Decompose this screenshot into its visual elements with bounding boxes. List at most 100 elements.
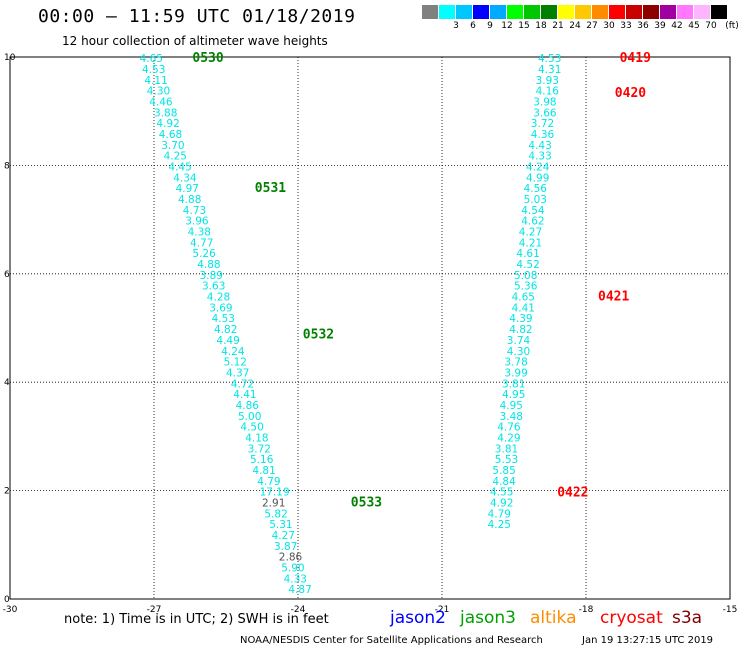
data-point-label: 4.86 [236,400,260,412]
data-point-label: 4.41 [512,302,535,314]
data-point-label: 4.27 [519,227,542,239]
legend-label: 27 [586,21,598,31]
data-point-label: 4.99 [526,172,549,184]
legend-label: 21 [552,21,564,31]
data-point-label: 3.66 [533,107,557,119]
data-point-label: 4.81 [252,465,275,477]
data-point-label: 4.76 [497,422,521,434]
x-tick-label: -24 [291,605,306,615]
y-tick-label: 0 [4,595,10,605]
data-point-label: 3.81 [502,378,525,390]
data-point-label: 4.88 [197,259,220,271]
data-point-label: 3.48 [500,411,523,423]
data-point-label: 5.53 [495,454,518,466]
data-point-label: 4.79 [488,508,511,520]
data-point-label: 4.37 [226,367,249,379]
data-point-label: 4.54 [521,205,545,217]
data-point-label: 4.73 [183,205,206,217]
time-label: 0533 [351,495,382,510]
legend-label: 24 [569,21,581,31]
time-label: 0422 [557,486,588,501]
data-point-label: 5.08 [514,270,537,282]
legend-swatch [490,5,506,19]
legend-swatch [626,5,642,19]
data-point-label: 3.72 [531,118,554,130]
time-label: 0530 [192,51,223,66]
data-point-label: 3.72 [248,443,271,455]
data-point-label: 5.85 [492,465,515,477]
data-point-label: 3.74 [507,335,531,347]
data-point-label: 3.69 [209,302,232,314]
legend-swatch [473,5,489,19]
x-tick-label: -27 [147,605,162,615]
data-point-label: 4.46 [149,96,173,108]
time-label: 0532 [303,327,334,342]
data-point-label: 5.16 [250,454,274,466]
y-tick-label: 4 [4,378,10,388]
data-point-label: 4.84 [492,476,516,488]
data-point-label: 4.41 [233,389,256,401]
legend-swatch [660,5,676,19]
data-point-label: 3.63 [202,281,225,293]
data-point-label: 4.27 [272,530,295,542]
time-label: 0421 [598,289,629,304]
legend-label: 6 [470,21,476,31]
data-point-label: 3.96 [185,216,209,228]
legend-label: 39 [654,21,666,31]
data-point-label: 3.87 [274,541,297,553]
legend-swatch [541,5,557,19]
note-text: note: 1) Time is in UTC; 2) SWH is in fe… [64,612,329,627]
data-point-label: 4.68 [159,129,182,141]
data-point-label: 4.16 [536,86,560,98]
data-point-label: 3.81 [495,443,518,455]
data-point-label: 3.98 [533,96,556,108]
legend-swatch [456,5,472,19]
y-tick-label: 10 [4,53,16,63]
legend-swatch [694,5,710,19]
data-point-label: 4.92 [490,498,513,510]
data-point-label: 4.21 [519,237,542,249]
data-point-label: 5.00 [238,411,261,423]
legend-label: 3 [453,21,459,31]
data-point-label: 4.97 [176,183,199,195]
data-point-label: 4.30 [507,346,530,358]
data-point-label: 5.36 [514,281,538,293]
data-point-label: 4.52 [516,259,539,271]
data-point-label: 3.89 [200,270,223,282]
color-legend: 3 6 9 12 15 18 21 24 27 30 33 36 39 42 45 70 (ft) [422,5,739,35]
data-point-label: 2.86 [279,552,303,564]
data-point-label: 4.79 [257,476,280,488]
x-tick-label: -15 [723,605,738,615]
footer-timestamp: Jan 19 13:27:15 UTC 2019 [582,635,714,646]
legend-label: 15 [518,21,530,31]
data-point-label: 4.11 [144,75,167,87]
data-point-label: 2.91 [262,498,285,510]
footer-credit: NOAA/NESDIS Center for Satellite Applica… [240,635,543,646]
data-point-label: 5.26 [192,248,216,260]
data-point-label: 4.88 [178,194,201,206]
data-point-label: 4.62 [521,216,544,228]
data-point-label: 4.34 [173,172,197,184]
legend-swatch [439,5,455,19]
legend-swatch [609,5,625,19]
data-point-label: 4.55 [490,487,513,499]
legend-swatch [677,5,693,19]
data-point-label: 4.53 [212,313,235,325]
data-point-label: 5.31 [269,519,292,531]
data-point-label: 4.65 [512,292,535,304]
legend-swatch [575,5,591,19]
legend-label: 18 [535,21,547,31]
legend-label: 70 [705,21,717,31]
satellite-s3a: s3a [672,608,703,628]
legend-swatch [524,5,540,19]
data-point-label: 5.90 [281,563,304,575]
legend-unit: (ft) [725,21,739,31]
x-tick-label: -18 [579,605,594,615]
data-point-label: 4.18 [245,432,268,444]
x-tick-label: -30 [3,605,18,615]
data-point-label: 4.53 [142,64,165,76]
chart-subtitle: 12 hour collection of altimeter wave hei… [62,34,328,48]
data-point-label: 3.88 [154,107,177,119]
data-point-label: 4.28 [207,292,230,304]
